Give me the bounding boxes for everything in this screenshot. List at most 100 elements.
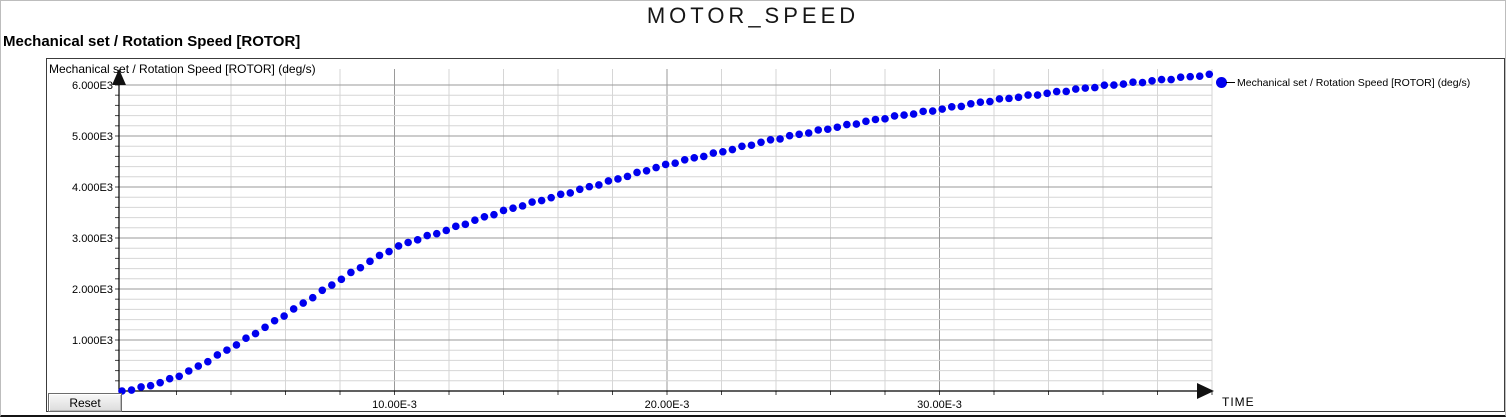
data-point	[413, 236, 422, 244]
data-point	[175, 372, 184, 381]
data-point	[213, 351, 222, 359]
data-point	[1024, 91, 1032, 99]
x-axis-arrow-icon	[1197, 383, 1214, 399]
data-point	[595, 181, 603, 189]
data-point	[204, 357, 212, 366]
data-point	[471, 216, 479, 225]
y-tick-label: 4.000E3	[72, 182, 113, 194]
data-point	[1043, 89, 1051, 98]
data-point	[480, 212, 489, 221]
data-point	[804, 129, 813, 137]
data-point	[518, 202, 527, 210]
data-point	[318, 286, 327, 295]
data-point	[347, 268, 355, 277]
data-point	[232, 341, 241, 349]
data-point	[1110, 81, 1118, 89]
data-point	[623, 172, 632, 181]
data-point	[938, 105, 947, 113]
data-point	[843, 120, 851, 129]
data-point	[1033, 91, 1042, 99]
data-point	[1091, 83, 1099, 92]
legend-dash	[1226, 82, 1235, 83]
data-point	[814, 126, 823, 134]
data-point	[909, 110, 918, 118]
data-point	[118, 387, 126, 395]
data-point	[423, 231, 432, 240]
data-point	[833, 123, 842, 132]
curve-subtitle: Mechanical set / Rotation Speed [ROTOR]	[3, 33, 301, 50]
data-point	[766, 136, 775, 144]
data-point	[1081, 84, 1090, 92]
data-point	[633, 168, 641, 177]
data-point	[652, 163, 660, 172]
data-point	[1148, 77, 1156, 85]
x-tick-label: 20.00E-3	[645, 399, 690, 411]
data-point	[566, 189, 575, 197]
data-point	[1138, 78, 1147, 87]
y-tick-label: 6.000E3	[72, 80, 113, 92]
reset-button[interactable]: Reset	[48, 393, 122, 412]
data-point	[957, 102, 966, 111]
data-point	[585, 182, 594, 191]
data-point	[184, 367, 193, 375]
data-point	[127, 386, 136, 394]
data-point	[642, 167, 651, 175]
data-point	[690, 154, 699, 162]
data-point	[261, 323, 269, 332]
data-point	[528, 198, 536, 206]
data-point	[337, 275, 346, 284]
data-point	[223, 346, 231, 354]
data-point	[728, 145, 737, 154]
data-point	[776, 135, 784, 143]
data-point	[919, 107, 927, 116]
y-axis-arrow-icon	[112, 69, 126, 85]
data-point	[614, 175, 622, 183]
data-point	[967, 99, 975, 108]
data-point	[1119, 80, 1128, 88]
data-point	[461, 220, 470, 229]
data-point	[852, 120, 861, 128]
data-point	[356, 263, 365, 272]
data-point	[547, 193, 555, 202]
y-tick-label: 1.000E3	[72, 335, 113, 347]
data-point	[1014, 93, 1023, 102]
data-point	[795, 130, 803, 139]
x-tick-label: 10.00E-3	[372, 399, 417, 411]
data-point	[709, 149, 718, 157]
y-tick-label: 5.000E3	[72, 131, 113, 143]
data-point	[432, 229, 441, 238]
data-point	[385, 247, 393, 256]
data-point	[1100, 81, 1109, 89]
data-point	[823, 125, 832, 134]
data-point	[757, 138, 765, 147]
data-point	[1186, 72, 1194, 81]
data-point	[366, 257, 374, 266]
data-point	[576, 185, 584, 194]
data-point	[1005, 94, 1013, 103]
data-point	[890, 112, 899, 120]
data-point	[442, 226, 451, 235]
data-point	[747, 141, 756, 150]
data-point	[490, 210, 498, 219]
legend-label: Mechanical set / Rotation Speed [ROTOR] …	[1237, 77, 1471, 89]
data-point	[299, 299, 308, 307]
data-point	[928, 107, 937, 115]
y-axis-title: Mechanical set / Rotation Speed [ROTOR] …	[49, 62, 316, 76]
data-point	[699, 152, 708, 161]
data-point	[976, 98, 985, 107]
data-point	[862, 117, 870, 126]
y-tick-label: 2.000E3	[72, 284, 113, 296]
data-point	[719, 147, 727, 156]
data-point	[1205, 70, 1214, 79]
data-point	[537, 196, 546, 205]
data-point	[738, 142, 746, 151]
data-point	[308, 293, 317, 302]
data-point	[509, 204, 517, 212]
data-point	[165, 374, 174, 383]
data-point	[671, 159, 679, 167]
data-point	[194, 362, 203, 370]
data-point	[1167, 75, 1175, 84]
data-point	[1176, 73, 1185, 82]
